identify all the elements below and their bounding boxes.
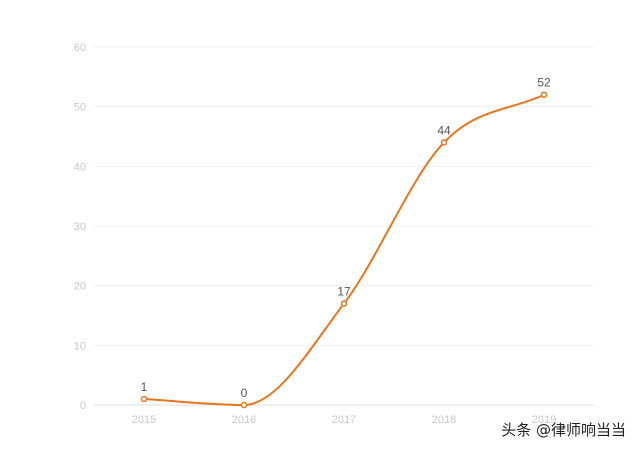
data-point	[540, 91, 548, 98]
data-points	[140, 91, 548, 409]
series-line	[143, 93, 545, 407]
y-tick-label: 30	[74, 221, 86, 233]
y-axis-ticks: 0 10 20 30 40 50 60	[74, 42, 86, 412]
data-label: 17	[337, 285, 351, 299]
y-tick-label: 20	[74, 281, 86, 293]
data-label: 44	[437, 123, 451, 137]
data-label: 1	[141, 380, 148, 394]
y-tick-label: 40	[74, 161, 86, 173]
x-axis-ticks: 2015 2016 2017 2018 2019	[132, 414, 556, 426]
x-tick-label: 2015	[132, 414, 156, 426]
data-point	[240, 401, 248, 409]
x-tick-label: 2018	[432, 414, 456, 426]
data-label: 52	[537, 76, 551, 90]
y-tick-label: 60	[74, 42, 86, 54]
gridlines	[94, 46, 593, 346]
data-point	[440, 139, 448, 146]
y-tick-label: 0	[80, 400, 86, 412]
data-label: 0	[241, 386, 248, 400]
watermark-text: 头条 @律师响当当	[501, 421, 626, 439]
y-tick-label: 50	[74, 102, 86, 114]
x-tick-label: 2017	[332, 414, 356, 426]
x-tick-label: 2016	[232, 414, 256, 426]
y-tick-label: 10	[74, 340, 86, 352]
data-point	[340, 300, 348, 307]
x-tick-label: 2019	[532, 414, 556, 426]
data-labels: 1 0 17 44 52	[141, 76, 551, 400]
data-point	[140, 395, 148, 403]
